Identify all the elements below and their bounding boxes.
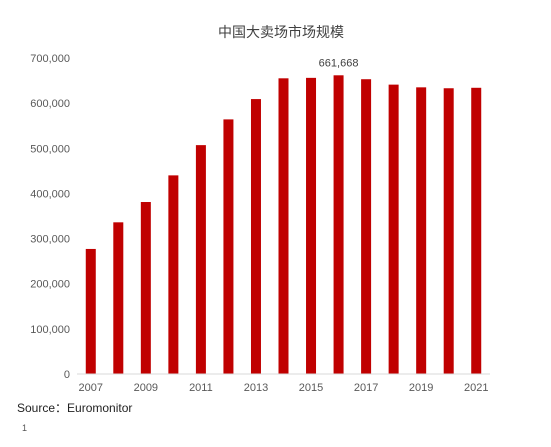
bars <box>85 75 482 375</box>
source-note: Source：Euromonitor <box>17 401 133 415</box>
y-tick-label: 500,000 <box>30 143 70 155</box>
x-tick-label: 2011 <box>189 382 213 394</box>
x-tick-label: 2009 <box>134 382 158 394</box>
x-tick-label: 2015 <box>299 382 323 394</box>
x-tick-label: 2017 <box>354 382 378 394</box>
x-axis: 2007 2009 2011 2013 2015 2017 2019 2021 <box>77 373 490 394</box>
bar-2019 <box>416 87 427 374</box>
bar-2021 <box>471 87 482 374</box>
bar-2014 <box>278 78 289 374</box>
bar-2018 <box>388 84 399 374</box>
y-axis: 0 100,000 200,000 300,000 400,000 500,000 600,… <box>30 53 70 381</box>
y-tick-label: 300,000 <box>30 234 70 246</box>
x-tick-label: 2019 <box>409 382 433 394</box>
data-label: 661,668 <box>319 57 359 69</box>
bar-2020 <box>443 88 454 374</box>
annotations: 661,668 <box>319 57 359 69</box>
y-tick-label: 600,000 <box>30 98 70 110</box>
bar-2013 <box>250 99 261 374</box>
y-tick-label: 400,000 <box>30 188 70 200</box>
y-tick-label: 100,000 <box>30 324 70 336</box>
bar-2010 <box>168 175 179 374</box>
bar-2011 <box>195 145 206 374</box>
x-tick-label: 2021 <box>464 382 488 394</box>
bar-2012 <box>223 119 234 374</box>
x-tick-label: 2013 <box>244 382 268 394</box>
page-number: 1 <box>22 423 28 433</box>
y-tick-label: 200,000 <box>30 279 70 291</box>
chart-title: 中国大卖场市场规模 <box>218 24 344 40</box>
bar-2015 <box>306 77 317 375</box>
bar-2007 <box>85 248 96 374</box>
y-tick-label: 0 <box>64 369 70 381</box>
bar-2009 <box>140 202 151 374</box>
x-tick-label: 2007 <box>79 382 103 394</box>
bar-2017 <box>361 79 372 374</box>
y-tick-label: 700,000 <box>30 53 70 65</box>
bar-2008 <box>113 222 124 374</box>
bar-2016 <box>333 75 344 375</box>
